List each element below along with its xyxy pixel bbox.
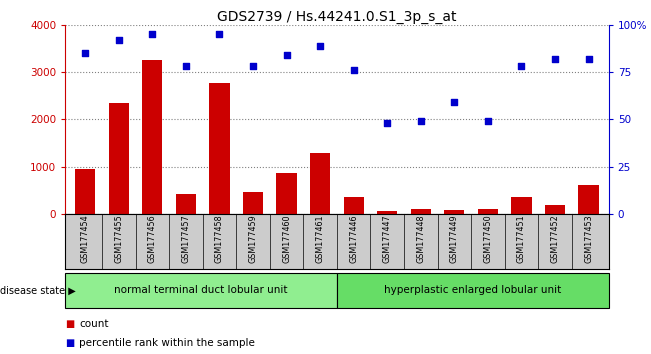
- Text: GSM177461: GSM177461: [316, 214, 325, 263]
- Bar: [176, 194, 196, 214]
- Text: GSM177459: GSM177459: [249, 214, 258, 263]
- Text: ■: ■: [65, 338, 74, 348]
- Bar: [143, 60, 162, 214]
- Text: hyperplastic enlarged lobular unit: hyperplastic enlarged lobular unit: [384, 285, 561, 295]
- Bar: [75, 169, 95, 214]
- Text: GSM177452: GSM177452: [551, 214, 559, 263]
- Title: GDS2739 / Hs.44241.0.S1_3p_s_at: GDS2739 / Hs.44241.0.S1_3p_s_at: [217, 10, 456, 24]
- Bar: [478, 209, 498, 214]
- Text: GSM177460: GSM177460: [282, 214, 291, 263]
- Text: GSM177453: GSM177453: [584, 214, 593, 263]
- Point: [181, 64, 191, 69]
- Text: GSM177457: GSM177457: [182, 214, 190, 263]
- Bar: [210, 82, 230, 214]
- Bar: [411, 209, 431, 214]
- Point: [583, 56, 594, 62]
- Text: GSM177454: GSM177454: [81, 214, 90, 263]
- Bar: [243, 192, 263, 214]
- Bar: [344, 197, 364, 214]
- Text: percentile rank within the sample: percentile rank within the sample: [79, 338, 255, 348]
- Bar: [579, 185, 599, 214]
- Text: GSM177458: GSM177458: [215, 214, 224, 263]
- Point: [482, 119, 493, 124]
- Text: disease state ▶: disease state ▶: [0, 285, 76, 295]
- Bar: [337, 273, 609, 308]
- Point: [214, 32, 225, 37]
- Text: normal terminal duct lobular unit: normal terminal duct lobular unit: [114, 285, 288, 295]
- Bar: [109, 103, 129, 214]
- Point: [281, 52, 292, 58]
- Point: [113, 37, 124, 43]
- Text: GSM177450: GSM177450: [484, 214, 492, 263]
- Text: GSM177448: GSM177448: [416, 214, 425, 263]
- Bar: [444, 210, 464, 214]
- Bar: [512, 197, 531, 214]
- Point: [147, 32, 158, 37]
- Bar: [277, 172, 297, 214]
- Point: [382, 120, 393, 126]
- Point: [248, 64, 258, 69]
- Bar: [310, 153, 330, 214]
- Text: GSM177451: GSM177451: [517, 214, 526, 263]
- Point: [315, 43, 326, 48]
- Bar: [377, 211, 397, 214]
- Text: GSM177447: GSM177447: [383, 214, 392, 263]
- Bar: [65, 273, 337, 308]
- Point: [449, 99, 460, 105]
- Text: GSM177449: GSM177449: [450, 214, 459, 263]
- Point: [80, 50, 90, 56]
- Text: GSM177456: GSM177456: [148, 214, 157, 263]
- Text: GSM177455: GSM177455: [115, 214, 123, 263]
- Text: count: count: [79, 319, 109, 329]
- Text: GSM177446: GSM177446: [349, 214, 358, 263]
- Point: [516, 64, 527, 69]
- Bar: [545, 205, 565, 214]
- Point: [415, 119, 426, 124]
- Text: ■: ■: [65, 319, 74, 329]
- Point: [348, 67, 359, 73]
- Point: [550, 56, 561, 62]
